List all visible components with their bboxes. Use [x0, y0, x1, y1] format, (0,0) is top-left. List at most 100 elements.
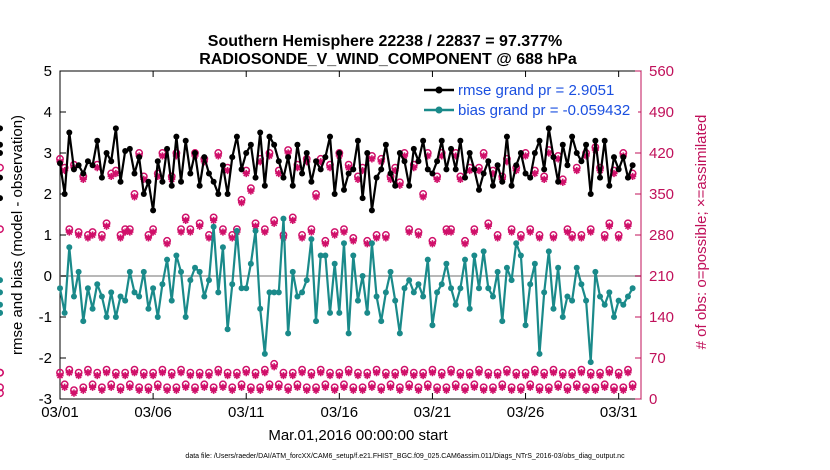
obs-assimilated-point: [382, 371, 390, 380]
rmse-point: [94, 137, 101, 144]
bias-point: [140, 268, 147, 275]
obs-assimilated-point-glyph: [438, 371, 446, 380]
obs-assimilated-point-glyph: [168, 371, 176, 380]
obs-assimilated-point-glyph: [452, 152, 460, 160]
obs-assimilated-point: [400, 152, 409, 160]
x-tick-label: 03/21: [414, 404, 452, 421]
obs-assimilated-point: [475, 369, 483, 377]
obs-assimilated-point: [121, 228, 129, 236]
bias-point: [527, 281, 534, 288]
obs-assimilated-point-glyph: [466, 166, 474, 175]
obs-assimilated-point-glyph: [172, 152, 180, 160]
obs-assimilated-point: [610, 169, 618, 178]
obs-assimilated-point: [214, 369, 222, 377]
rmse-point: [126, 145, 133, 152]
y-tick-label: -1: [39, 309, 52, 326]
obs-assimilated-point-glyph: [442, 228, 451, 236]
obs-assimilated-point-glyph: [382, 371, 390, 380]
obs-assimilated-point: [312, 193, 320, 201]
bias-point: [373, 293, 380, 300]
rmse-point: [550, 154, 557, 161]
rmse-point: [503, 133, 510, 140]
obs-assimilated-point-glyph: [619, 386, 627, 394]
obs-assimilated-point-glyph: [545, 386, 553, 394]
bias-point: [615, 297, 622, 304]
obs-assimilated-point: [75, 371, 83, 380]
rmse-point: [387, 170, 394, 177]
rmse-point: [494, 162, 501, 169]
obs-assimilated-point-glyph: [391, 166, 399, 175]
obs-assimilated-point-glyph: [144, 234, 153, 242]
obs-assimilated-point: [275, 383, 283, 391]
obs-assimilated-point-glyph: [354, 175, 362, 183]
obs-assimilated-point-glyph: [116, 386, 125, 394]
obs-assimilated-point: [256, 158, 264, 166]
obs-assimilated-point-glyph: [424, 383, 432, 391]
obs-assimilated-point: [200, 383, 208, 391]
bias-point: [173, 252, 180, 259]
obs-assimilated-point-glyph: [247, 386, 255, 394]
obs-assimilated-point: [163, 240, 171, 248]
obs-assimilated-point: [563, 386, 572, 394]
obs-assimilated-point-glyph: [331, 231, 339, 239]
rmse-point: [136, 154, 143, 161]
rmse-point: [154, 158, 161, 165]
obs-assimilated-point-glyph: [349, 237, 357, 245]
rmse-point: [378, 166, 385, 173]
obs-assimilated-point: [340, 383, 348, 391]
obs-assimilated-point: [535, 234, 544, 242]
y-tick-label: 4: [44, 104, 52, 121]
rmse-point: [182, 137, 189, 144]
obs-possible-point: [0, 389, 4, 398]
obs-assimilated-point: [293, 164, 302, 172]
obs-assimilated-point: [154, 172, 162, 181]
obs-assimilated-point-glyph: [265, 152, 274, 160]
rmse-point: [471, 166, 478, 173]
obs-assimilated-point: [130, 193, 139, 201]
bias-point: [0, 301, 3, 308]
obs-assimilated-point: [307, 371, 315, 380]
bias-point: [415, 281, 422, 288]
y2-tick-label: 490: [649, 104, 674, 121]
obs-assimilated-point-glyph: [340, 383, 348, 391]
obs-assimilated-point: [349, 237, 357, 245]
obs-possible-point: [0, 368, 4, 377]
legend: rmse grand pr = 2.9051 bias grand pr = -…: [420, 78, 638, 122]
rmse-point: [624, 174, 631, 181]
obs-assimilated-point: [331, 386, 339, 394]
obs-assimilated-point: [102, 369, 111, 377]
obs-assimilated-point-glyph: [354, 371, 362, 380]
bias-point: [103, 314, 110, 320]
data-file-footer: data file: /Users/raeder/DAI/ATM_forcXX/…: [185, 453, 625, 460]
rmse-point: [201, 154, 208, 161]
obs-assimilated-point: [140, 175, 148, 183]
bias-point: [61, 309, 68, 316]
obs-assimilated-point: [521, 371, 530, 380]
obs-assimilated-point: [251, 222, 260, 230]
obs-assimilated-point: [98, 386, 106, 394]
rmse-point: [238, 166, 245, 173]
obs-assimilated-point: [461, 386, 469, 394]
obs-assimilated-point-glyph: [284, 386, 292, 394]
rmse-point: [187, 170, 194, 177]
obs-assimilated-point-glyph: [535, 234, 544, 242]
bias-point: [462, 256, 469, 263]
bias-point: [345, 330, 352, 337]
bias-point: [131, 289, 138, 296]
rmse-point: [108, 158, 115, 165]
obs-assimilated-point: [526, 383, 534, 391]
rmse-point: [303, 150, 310, 156]
obs-assimilated-point: [326, 164, 334, 172]
obs-assimilated-point-glyph: [573, 383, 581, 391]
obs-assimilated-point: [601, 383, 609, 391]
rmse-point: [592, 137, 599, 144]
obs-assimilated-point: [531, 369, 539, 377]
obs-assimilated-point: [196, 371, 204, 380]
obs-assimilated-point: [279, 371, 288, 380]
obs-assimilated-point: [414, 231, 423, 239]
obs-assimilated-point-glyph: [265, 383, 274, 391]
obs-assimilated-point-glyph: [112, 371, 120, 380]
rmse-point: [517, 150, 524, 156]
obs-assimilated-point: [554, 155, 562, 163]
obs-assimilated-point: [149, 371, 157, 380]
